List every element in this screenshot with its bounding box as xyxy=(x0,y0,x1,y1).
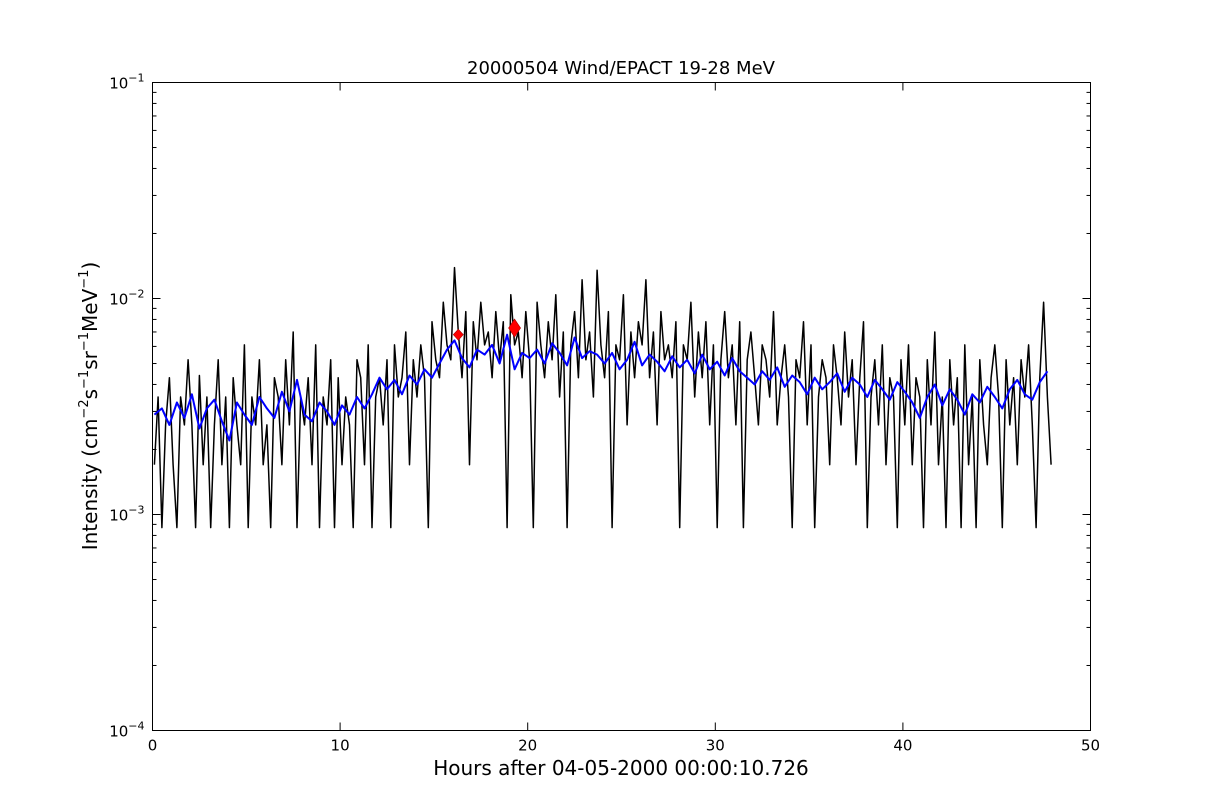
y-tick-label: 10−1 xyxy=(109,72,144,93)
x-tick-label: 50 xyxy=(1081,737,1100,755)
x-tick-label: 0 xyxy=(148,737,158,755)
x-tick-label: 20 xyxy=(518,737,537,755)
x-tick-label: 40 xyxy=(893,737,912,755)
x-tick-label: 10 xyxy=(331,737,350,755)
event-marker xyxy=(508,318,521,338)
x-axis-label: Hours after 04-05-2000 00:00:10.726 xyxy=(433,756,809,780)
intensity-series-line xyxy=(153,266,1052,529)
x-tick-label: 30 xyxy=(706,737,725,755)
ticks: 0 10 20 30 40 50 10−4 10−3 10−2 10−1 xyxy=(109,72,1100,755)
y-axis-label: Intensity (cm−2s−1sr−1MeV−1) xyxy=(77,262,102,551)
y-tick-label: 10−4 xyxy=(109,720,144,741)
smoothed-series-line xyxy=(153,333,1049,442)
plot-area xyxy=(153,266,1052,529)
chart-title: 20000504 Wind/EPACT 19-28 MeV xyxy=(467,58,776,79)
y-tick-label: 10−3 xyxy=(109,504,144,525)
event-marker xyxy=(452,328,464,341)
axes-frame xyxy=(152,82,1091,731)
y-tick-label: 10−2 xyxy=(109,288,144,309)
